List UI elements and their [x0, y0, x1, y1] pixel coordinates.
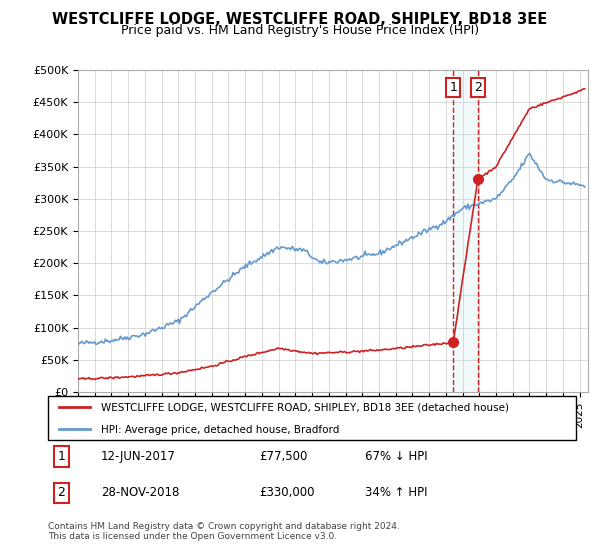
Text: 12-JUN-2017: 12-JUN-2017	[101, 450, 176, 463]
Text: WESTCLIFFE LODGE, WESTCLIFFE ROAD, SHIPLEY, BD18 3EE: WESTCLIFFE LODGE, WESTCLIFFE ROAD, SHIPL…	[52, 12, 548, 27]
Text: 2: 2	[57, 486, 65, 500]
Text: 1: 1	[57, 450, 65, 463]
Text: 2: 2	[474, 81, 482, 94]
Text: Contains HM Land Registry data © Crown copyright and database right 2024.
This d: Contains HM Land Registry data © Crown c…	[48, 522, 400, 542]
Text: HPI: Average price, detached house, Bradford: HPI: Average price, detached house, Brad…	[101, 424, 339, 435]
Text: £330,000: £330,000	[259, 486, 315, 500]
Text: WESTCLIFFE LODGE, WESTCLIFFE ROAD, SHIPLEY, BD18 3EE (detached house): WESTCLIFFE LODGE, WESTCLIFFE ROAD, SHIPL…	[101, 403, 509, 413]
Text: 1: 1	[449, 81, 457, 94]
Text: Price paid vs. HM Land Registry's House Price Index (HPI): Price paid vs. HM Land Registry's House …	[121, 24, 479, 37]
Text: £77,500: £77,500	[259, 450, 308, 463]
Text: 34% ↑ HPI: 34% ↑ HPI	[365, 486, 427, 500]
Text: 67% ↓ HPI: 67% ↓ HPI	[365, 450, 427, 463]
FancyBboxPatch shape	[48, 396, 576, 440]
Bar	[453, 70, 478, 392]
Text: 28-NOV-2018: 28-NOV-2018	[101, 486, 179, 500]
